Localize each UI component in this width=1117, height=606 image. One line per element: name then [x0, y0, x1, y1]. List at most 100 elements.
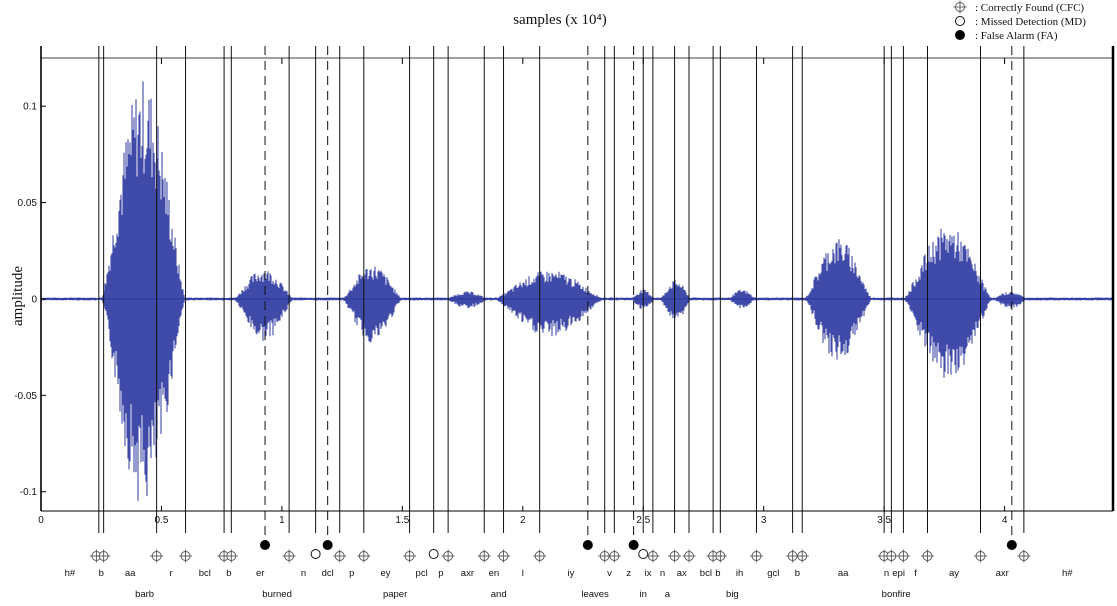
x-axis-ticks: 0 0.5 1 1.5 2 2.5 3 3.5 4 — [38, 58, 1008, 526]
correctly-found-marker — [357, 549, 371, 563]
x-tick-label: 0 — [38, 515, 44, 526]
y-tick-label: 0.05 — [18, 198, 38, 209]
phoneme-labels: h# b aa r bcl b er n dcl p ey pcl p axr en l iy v z ix n ax bc… — [65, 568, 1074, 579]
correctly-found-marker — [282, 549, 296, 563]
phoneme-label: aa — [125, 568, 136, 579]
x-tick-label: 2.5 — [636, 515, 650, 526]
word-label: paper — [383, 589, 407, 600]
correctly-found-marker — [403, 549, 417, 563]
boundary-markers — [89, 540, 1031, 563]
y-axis-ticks: 0.1 0.05 0 -0.05 -0.1 — [14, 102, 46, 498]
x-tick-label: 2 — [520, 515, 526, 526]
axes — [40, 46, 1115, 512]
missed-detection-marker — [638, 549, 649, 559]
legend-label: : Missed Detection (MD) — [975, 16, 1086, 28]
phoneme-label: b — [226, 568, 231, 579]
chart-title: samples (x 10⁴) — [513, 12, 607, 28]
correctly-found-marker — [713, 549, 727, 563]
word-label: big — [726, 589, 739, 600]
phoneme-label: n — [884, 568, 889, 579]
missed-detection-marker — [310, 549, 321, 559]
phoneme-label: en — [489, 568, 500, 579]
phoneme-label: h# — [65, 568, 76, 579]
legend-label: : Correctly Found (CFC) — [975, 2, 1084, 14]
phoneme-label: iy — [568, 568, 575, 579]
false-alarm-marker — [322, 540, 333, 550]
phoneme-label: p — [349, 568, 354, 579]
correctly-found-marker — [896, 549, 910, 563]
phoneme-label: er — [256, 568, 264, 579]
correctly-found-marker — [1017, 549, 1031, 563]
correctly-found-marker — [646, 549, 660, 563]
phoneme-label: gcl — [767, 568, 779, 579]
false-alarm-marker — [628, 540, 639, 550]
correctly-found-marker — [795, 549, 809, 563]
phoneme-label: z — [626, 568, 631, 579]
phoneme-label: bcl — [199, 568, 211, 579]
phoneme-label: h# — [1062, 568, 1073, 579]
phoneme-label: b — [715, 568, 720, 579]
phoneme-label: f — [914, 568, 917, 579]
legend-label: : False Alarm (FA) — [975, 30, 1058, 42]
phoneme-label: l — [522, 568, 524, 579]
phoneme-label: dcl — [322, 568, 334, 579]
correctly-found-marker — [682, 549, 696, 563]
legend-marker-md — [955, 16, 965, 26]
filled-circle-icon — [582, 540, 593, 550]
word-labels: barb burned paper and leaves in a big bonfire — [135, 589, 911, 600]
phoneme-label: ay — [949, 568, 959, 579]
phoneme-label: axr — [996, 568, 1009, 579]
correctly-found-marker — [749, 549, 763, 563]
word-label: leaves — [581, 589, 609, 600]
y-axis-label: amplitude — [10, 266, 26, 326]
y-tick-label: -0.1 — [20, 487, 38, 498]
phoneme-label: ax — [677, 568, 687, 579]
correctly-found-marker — [179, 549, 193, 563]
false-alarm-marker — [260, 540, 271, 550]
filled-circle-icon — [628, 540, 639, 550]
phoneme-label: b — [99, 568, 104, 579]
open-circle-icon — [955, 16, 965, 26]
phoneme-label: axr — [461, 568, 474, 579]
correctly-found-marker — [668, 549, 682, 563]
correctly-found-marker — [477, 549, 491, 563]
x-tick-label: 1.5 — [395, 515, 409, 526]
phoneme-label: bcl — [700, 568, 712, 579]
x-tick-label: 0.5 — [154, 515, 168, 526]
correctly-found-marker — [921, 549, 935, 563]
correctly-found-marker — [224, 549, 238, 563]
waveform-trace — [40, 81, 1114, 501]
phoneme-label: b — [795, 568, 800, 579]
correctly-found-marker — [497, 549, 511, 563]
filled-circle-icon — [322, 540, 333, 550]
filled-circle-icon — [1006, 540, 1017, 550]
correctly-found-marker — [333, 549, 347, 563]
correctly-found-marker — [974, 549, 988, 563]
y-tick-label: 0 — [31, 294, 37, 305]
y-tick-label: -0.05 — [14, 391, 37, 402]
legend: : Correctly Found (CFC) : Missed Detectio… — [953, 0, 1086, 42]
phoneme-label: ey — [380, 568, 390, 579]
word-label: burned — [262, 589, 292, 600]
correctly-found-marker — [97, 549, 111, 563]
x-tick-label: 3.5 — [877, 515, 891, 526]
phoneme-label: pcl — [416, 568, 428, 579]
word-label: bonfire — [882, 589, 911, 600]
false-alarm-marker — [582, 540, 593, 550]
correctly-found-marker — [533, 549, 547, 563]
correctly-found-marker — [441, 549, 455, 563]
legend-marker-cfc — [953, 0, 967, 14]
x-tick-label: 1 — [279, 515, 285, 526]
y-tick-label: 0.1 — [23, 102, 37, 113]
filled-circle-icon — [260, 540, 271, 550]
legend-marker-fa — [955, 30, 965, 40]
phoneme-label: n — [301, 568, 306, 579]
phoneme-label: n — [660, 568, 665, 579]
word-label: a — [665, 589, 671, 600]
x-tick-label: 4 — [1002, 515, 1008, 526]
word-label: in — [640, 589, 647, 600]
phoneme-label: aa — [838, 568, 849, 579]
word-label: and — [491, 589, 507, 600]
phoneme-label: ih — [736, 568, 743, 579]
